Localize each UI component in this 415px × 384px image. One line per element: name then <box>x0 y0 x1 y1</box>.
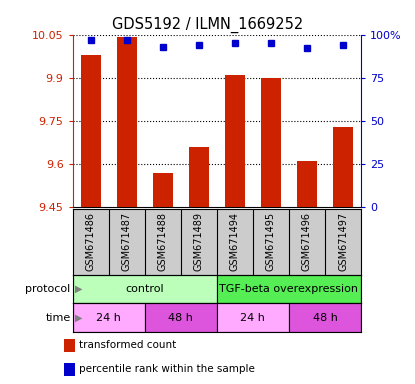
Bar <box>225 75 245 207</box>
Bar <box>261 78 281 207</box>
Text: GSM671497: GSM671497 <box>338 212 348 271</box>
Text: 48 h: 48 h <box>312 313 337 323</box>
Bar <box>73 303 145 332</box>
Bar <box>333 127 353 207</box>
Text: GDS5192 / ILMN_1669252: GDS5192 / ILMN_1669252 <box>112 17 303 33</box>
Bar <box>217 275 361 303</box>
Text: 24 h: 24 h <box>240 313 265 323</box>
Bar <box>81 55 100 207</box>
Text: 48 h: 48 h <box>168 313 193 323</box>
Bar <box>73 275 217 303</box>
Bar <box>297 161 317 207</box>
Text: GSM671495: GSM671495 <box>266 212 276 271</box>
Text: percentile rank within the sample: percentile rank within the sample <box>79 364 255 374</box>
Text: GSM671487: GSM671487 <box>122 212 132 271</box>
Bar <box>289 303 361 332</box>
Bar <box>217 303 289 332</box>
Text: GSM671496: GSM671496 <box>302 212 312 271</box>
Bar <box>153 173 173 207</box>
Text: ▶: ▶ <box>75 284 82 294</box>
Text: ▶: ▶ <box>75 313 82 323</box>
Text: GSM671486: GSM671486 <box>85 212 95 271</box>
Bar <box>189 147 209 207</box>
Text: 24 h: 24 h <box>96 313 121 323</box>
Text: transformed count: transformed count <box>79 340 176 350</box>
Text: GSM671489: GSM671489 <box>194 212 204 271</box>
Text: GSM671494: GSM671494 <box>230 212 240 271</box>
Text: control: control <box>125 284 164 294</box>
Bar <box>64 362 75 376</box>
Text: TGF-beta overexpression: TGF-beta overexpression <box>220 284 359 294</box>
Bar <box>117 38 137 207</box>
Text: GSM671488: GSM671488 <box>158 212 168 271</box>
Text: protocol: protocol <box>25 284 71 294</box>
Text: time: time <box>45 313 71 323</box>
Bar <box>64 339 75 352</box>
Bar <box>145 303 217 332</box>
